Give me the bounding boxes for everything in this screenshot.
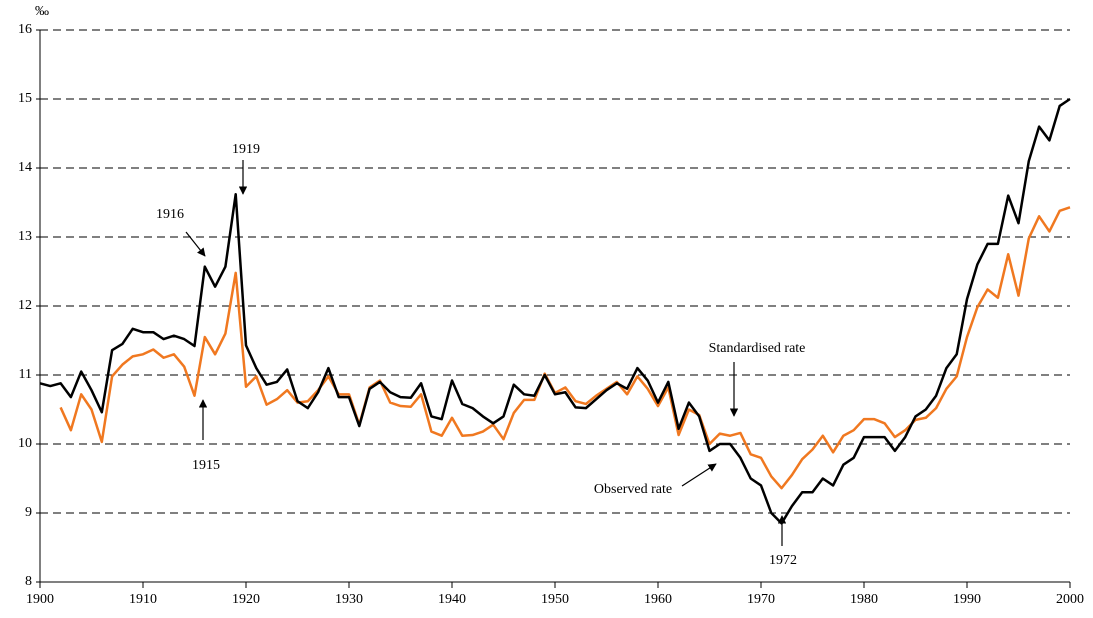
x-tick-label: 1950 <box>541 592 569 607</box>
y-axis-unit: ‰ <box>35 4 49 19</box>
annotation-arrow <box>681 463 717 487</box>
x-tick-label: 2000 <box>1056 592 1084 607</box>
x-tick-label: 1930 <box>335 592 363 607</box>
x-tick-label: 1920 <box>232 592 260 607</box>
y-tick-label: 15 <box>18 91 32 106</box>
series-line <box>39 97 1071 525</box>
x-tick-label: 1980 <box>850 592 878 607</box>
x-tick-label: 1970 <box>747 592 775 607</box>
annotation: 1916 <box>156 207 184 222</box>
y-tick-label: 10 <box>18 436 32 451</box>
x-tick-label: 1990 <box>953 592 981 607</box>
annotation: 1919 <box>232 142 260 157</box>
y-tick-label: 8 <box>25 574 32 589</box>
x-tick-label: 1910 <box>129 592 157 607</box>
annotation: 1915 <box>192 458 220 473</box>
y-tick-label: 9 <box>25 505 32 520</box>
series-label: Observed rate <box>594 482 672 497</box>
x-tick-label: 1900 <box>26 592 54 607</box>
annotation-arrow <box>185 231 206 257</box>
series-line <box>59 206 1071 490</box>
x-tick-label: 1940 <box>438 592 466 607</box>
annotation: 1972 <box>769 553 797 568</box>
y-tick-label: 13 <box>18 229 32 244</box>
y-tick-label: 12 <box>18 298 32 313</box>
x-tick-label: 1960 <box>644 592 672 607</box>
series-label: Standardised rate <box>709 341 806 356</box>
y-tick-label: 16 <box>18 22 32 37</box>
y-tick-label: 11 <box>19 367 32 382</box>
y-tick-label: 14 <box>18 160 32 175</box>
